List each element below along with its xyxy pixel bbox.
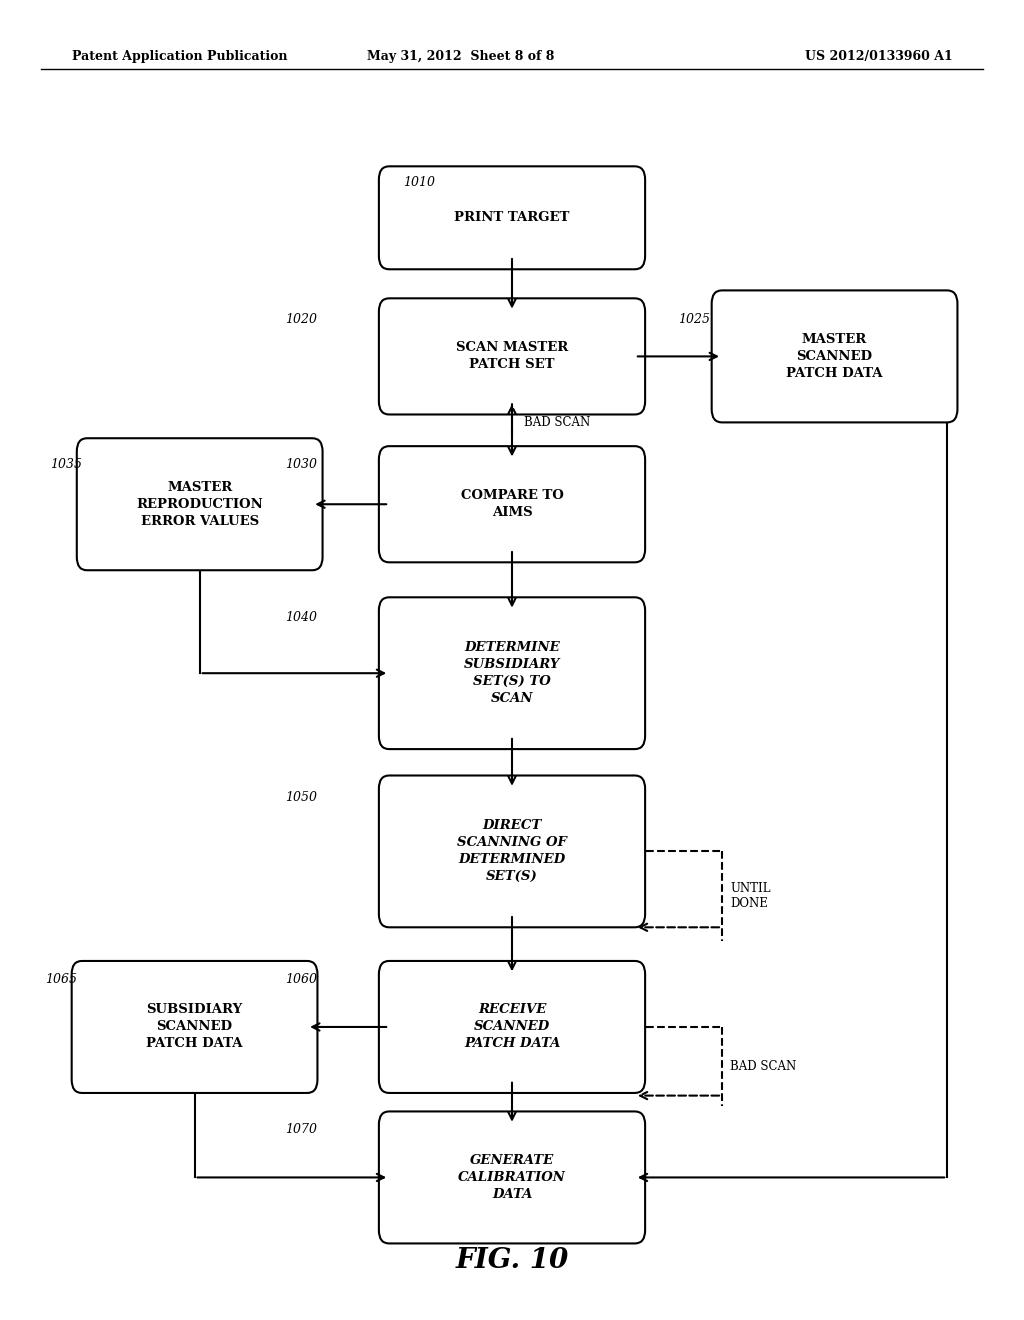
FancyBboxPatch shape [379,1111,645,1243]
FancyBboxPatch shape [379,597,645,750]
Text: 1050: 1050 [286,791,317,804]
Text: FIG. 10: FIG. 10 [456,1247,568,1274]
Text: 1020: 1020 [286,313,317,326]
Text: Patent Application Publication: Patent Application Publication [72,50,287,63]
Text: 1065: 1065 [45,973,77,986]
Text: 1025: 1025 [678,313,710,326]
Text: SCAN MASTER
PATCH SET: SCAN MASTER PATCH SET [456,342,568,371]
Text: RECEIVE
SCANNED
PATCH DATA: RECEIVE SCANNED PATCH DATA [464,1003,560,1051]
FancyBboxPatch shape [77,438,323,570]
Text: DIRECT
SCANNING OF
DETERMINED
SET(S): DIRECT SCANNING OF DETERMINED SET(S) [457,820,567,883]
FancyBboxPatch shape [379,961,645,1093]
FancyBboxPatch shape [379,298,645,414]
Text: 1030: 1030 [286,458,317,471]
FancyBboxPatch shape [712,290,957,422]
Text: GENERATE
CALIBRATION
DATA: GENERATE CALIBRATION DATA [458,1154,566,1201]
Text: BAD SCAN: BAD SCAN [730,1060,797,1073]
FancyBboxPatch shape [379,166,645,269]
Text: PRINT TARGET: PRINT TARGET [455,211,569,224]
Text: DETERMINE
SUBSIDIARY
SET(S) TO
SCAN: DETERMINE SUBSIDIARY SET(S) TO SCAN [464,642,560,705]
Text: SUBSIDIARY
SCANNED
PATCH DATA: SUBSIDIARY SCANNED PATCH DATA [146,1003,243,1051]
Text: BAD SCAN: BAD SCAN [524,416,591,429]
Text: US 2012/0133960 A1: US 2012/0133960 A1 [805,50,952,63]
FancyBboxPatch shape [379,446,645,562]
Text: 1070: 1070 [286,1123,317,1137]
Text: 1035: 1035 [50,458,82,471]
Text: COMPARE TO
AIMS: COMPARE TO AIMS [461,490,563,519]
Text: 1060: 1060 [286,973,317,986]
Text: MASTER
SCANNED
PATCH DATA: MASTER SCANNED PATCH DATA [786,333,883,380]
FancyBboxPatch shape [379,776,645,927]
Text: UNTIL
DONE: UNTIL DONE [730,882,771,909]
Text: 1010: 1010 [403,176,435,189]
FancyBboxPatch shape [72,961,317,1093]
Text: 1040: 1040 [286,611,317,624]
Text: MASTER
REPRODUCTION
ERROR VALUES: MASTER REPRODUCTION ERROR VALUES [136,480,263,528]
Text: May 31, 2012  Sheet 8 of 8: May 31, 2012 Sheet 8 of 8 [368,50,554,63]
